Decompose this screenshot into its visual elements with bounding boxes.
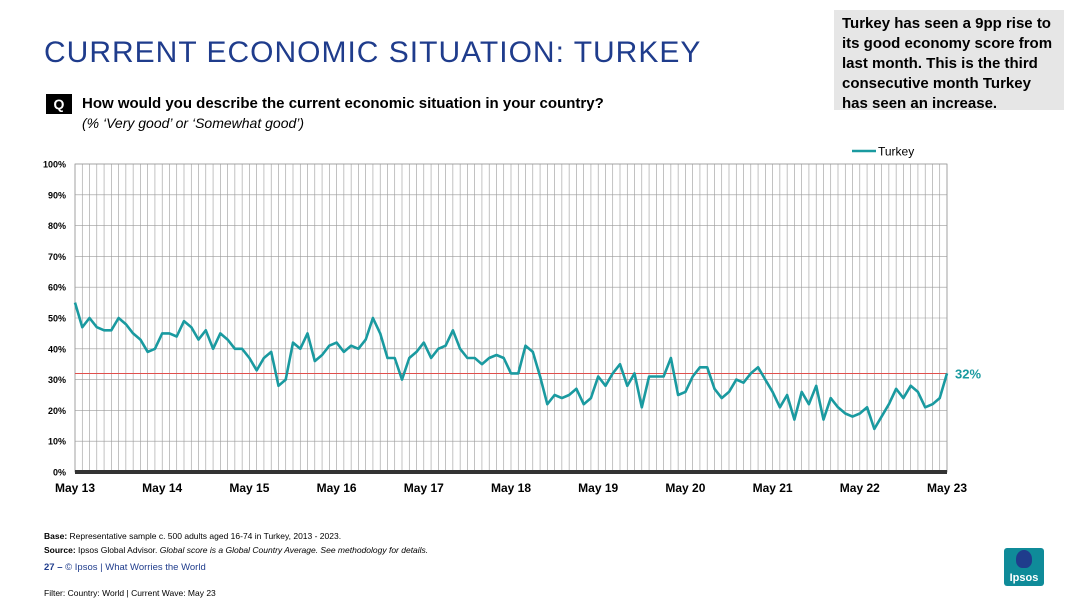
- x-tick-label: May 15: [229, 481, 269, 495]
- base-text: Representative sample c. 500 adults aged…: [69, 531, 342, 541]
- filter-note: Filter: Country: World | Current Wave: M…: [44, 588, 216, 598]
- y-tick-label: 0%: [53, 468, 66, 478]
- y-tick-label: 20%: [48, 406, 66, 416]
- source-label: Source:: [44, 545, 76, 555]
- y-tick-label: 50%: [48, 314, 66, 324]
- question-text: How would you describe the current econo…: [82, 95, 604, 112]
- callout-box: Turkey has seen a 9pp rise to its good e…: [834, 10, 1064, 112]
- x-tick-label: May 23: [927, 481, 967, 495]
- ipsos-logo: Ipsos: [1004, 548, 1044, 586]
- x-tick-label: May 20: [665, 481, 705, 495]
- series-line-turkey: [73, 302, 949, 431]
- end-value-label: 32%: [955, 366, 981, 381]
- y-tick-label: 30%: [48, 375, 66, 385]
- x-tick-label: May 13: [55, 481, 95, 495]
- question-subtitle: (% ‘Very good’ or ‘Somewhat good’): [82, 115, 305, 131]
- y-tick-label: 90%: [48, 190, 66, 200]
- y-tick-label: 10%: [48, 437, 66, 447]
- page-number: 27: [44, 562, 55, 573]
- y-tick-label: 100%: [43, 160, 66, 170]
- base-label: Base:: [44, 531, 68, 541]
- source-italic: Global score is a Global Country Average…: [159, 545, 429, 555]
- x-tick-label: May 22: [840, 481, 880, 495]
- page-footer-text: © Ipsos | What Worries the World: [65, 562, 206, 573]
- y-tick-label: 80%: [48, 221, 66, 231]
- logo-text: Ipsos: [1009, 572, 1039, 584]
- y-tick-label: 60%: [48, 283, 66, 293]
- y-tick-label: 70%: [48, 252, 66, 262]
- x-tick-label: May 14: [142, 481, 182, 495]
- source-note: Source: Ipsos Global Advisor. Global sco…: [44, 545, 428, 555]
- page-separator: –: [57, 562, 63, 573]
- base-note: Base: Representative sample c. 500 adult…: [44, 531, 341, 541]
- x-tick-label: May 21: [753, 481, 793, 495]
- logo-mark-icon: [1016, 550, 1032, 568]
- x-tick-label: May 18: [491, 481, 531, 495]
- x-tick-label: May 17: [404, 481, 444, 495]
- x-tick-label: May 16: [317, 481, 357, 495]
- x-tick-label: May 19: [578, 481, 618, 495]
- page-title: CURRENT ECONOMIC SITUATION: TURKEY: [44, 36, 702, 69]
- source-text: Ipsos Global Advisor.: [78, 545, 158, 555]
- page-footer: 27 – © Ipsos | What Worries the World: [44, 562, 206, 573]
- question-badge: Q: [46, 94, 72, 114]
- legend-label: Turkey: [878, 145, 914, 159]
- y-tick-label: 40%: [48, 344, 66, 354]
